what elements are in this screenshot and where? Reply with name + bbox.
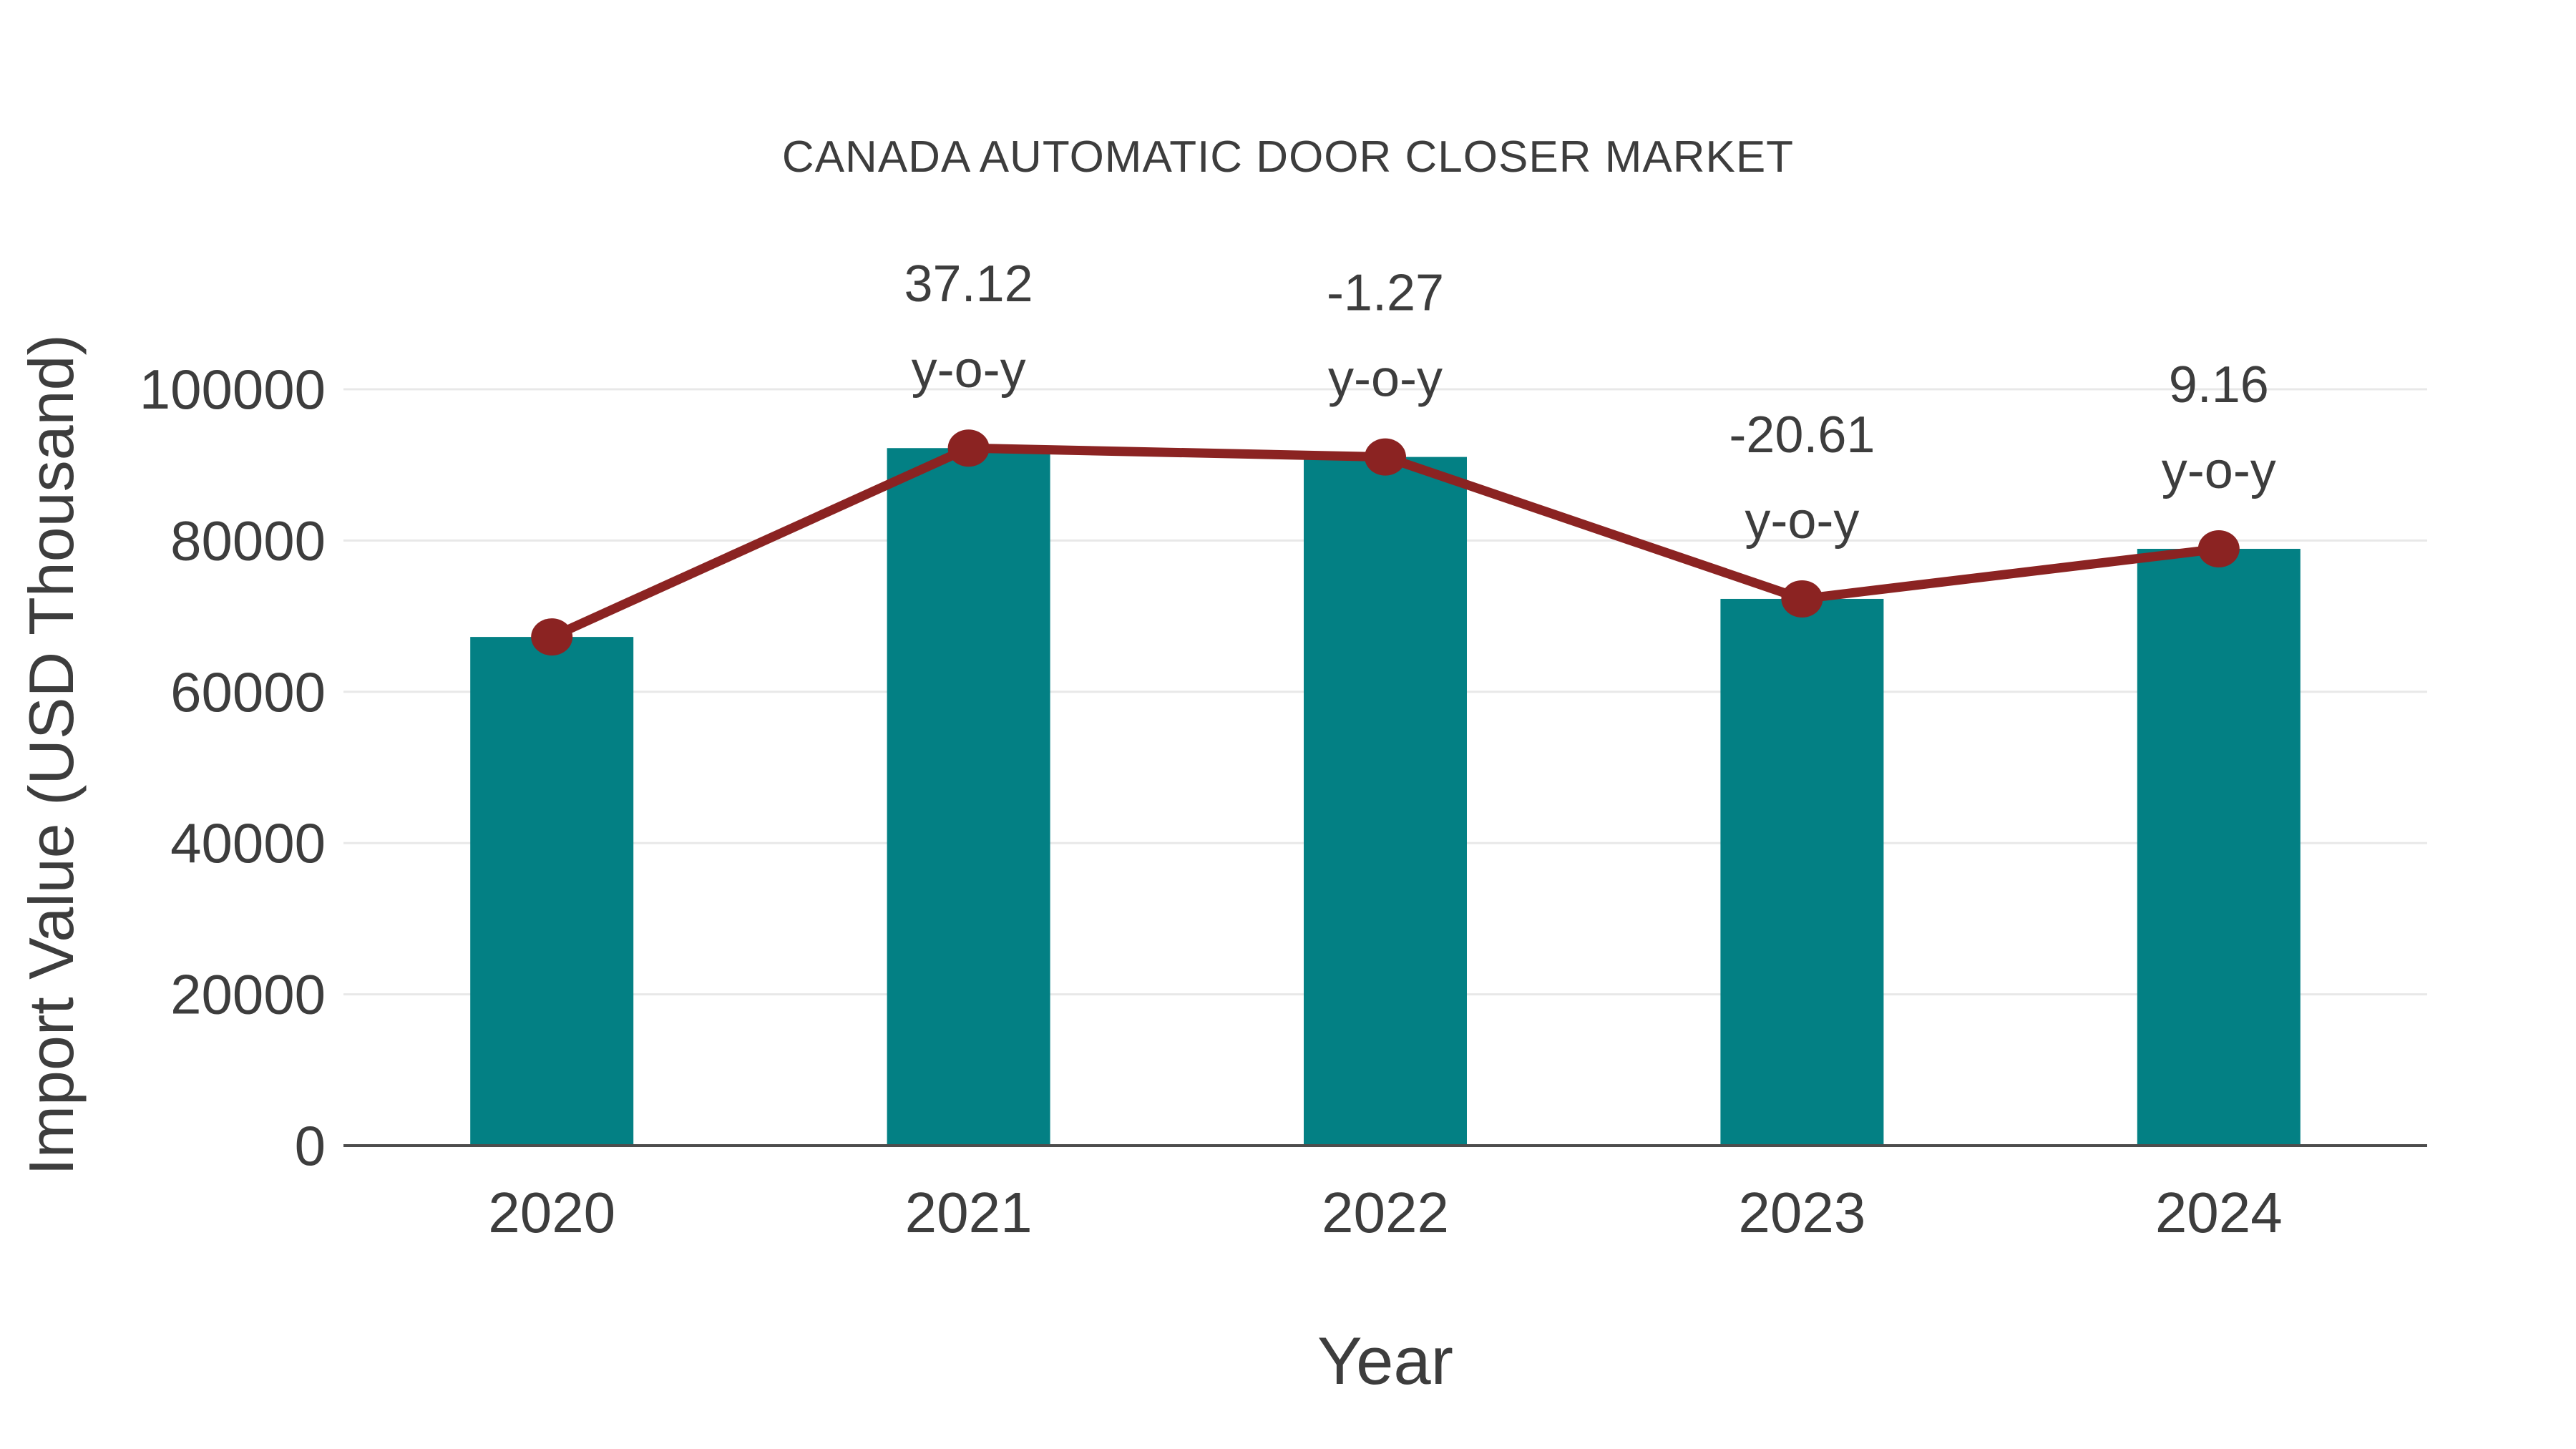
y-tick-label: 80000 bbox=[170, 509, 326, 572]
annotation-value-2024: 9.16 bbox=[2169, 356, 2269, 414]
x-tick-label: 2022 bbox=[1322, 1181, 1449, 1244]
annotation-suffix-2021: y-o-y bbox=[912, 341, 1026, 399]
x-tick-label: 2021 bbox=[905, 1181, 1033, 1244]
marker-2022 bbox=[1365, 438, 1406, 476]
x-tick-label: 2020 bbox=[488, 1181, 615, 1244]
y-tick-label: 60000 bbox=[170, 660, 326, 723]
marker-2023 bbox=[1781, 580, 1823, 618]
bar-2022 bbox=[1304, 457, 1467, 1146]
y-axis-title: Import Value (USD Thousand) bbox=[16, 334, 87, 1176]
y-tick-label: 20000 bbox=[170, 963, 326, 1026]
annotation-value-2021: 37.12 bbox=[904, 255, 1033, 313]
chart-title: CANADA AUTOMATIC DOOR CLOSER MARKET bbox=[781, 132, 1795, 182]
bar-2021 bbox=[887, 448, 1050, 1146]
annotation-suffix-2022: y-o-y bbox=[1328, 351, 1443, 408]
annotation-suffix-2024: y-o-y bbox=[2162, 442, 2276, 499]
marker-2021 bbox=[947, 429, 990, 467]
x-tick-label: 2024 bbox=[2155, 1181, 2283, 1244]
y-tick-label: 40000 bbox=[170, 811, 326, 874]
bar-2020 bbox=[470, 637, 634, 1146]
y-tick-label: 100000 bbox=[140, 358, 326, 421]
y-tick-label: 0 bbox=[295, 1114, 326, 1177]
x-tick-label: 2023 bbox=[1738, 1181, 1865, 1244]
bar-2023 bbox=[1720, 598, 1884, 1146]
x-axis-title: Year bbox=[1317, 1323, 1453, 1398]
annotation-value-2022: -1.27 bbox=[1327, 265, 1444, 322]
annotation-value-2023: -20.61 bbox=[1729, 406, 1875, 464]
marker-2024 bbox=[2197, 530, 2240, 567]
bar-2024 bbox=[2137, 548, 2301, 1146]
annotation-suffix-2023: y-o-y bbox=[1745, 492, 1859, 550]
marker-2020 bbox=[531, 618, 573, 656]
